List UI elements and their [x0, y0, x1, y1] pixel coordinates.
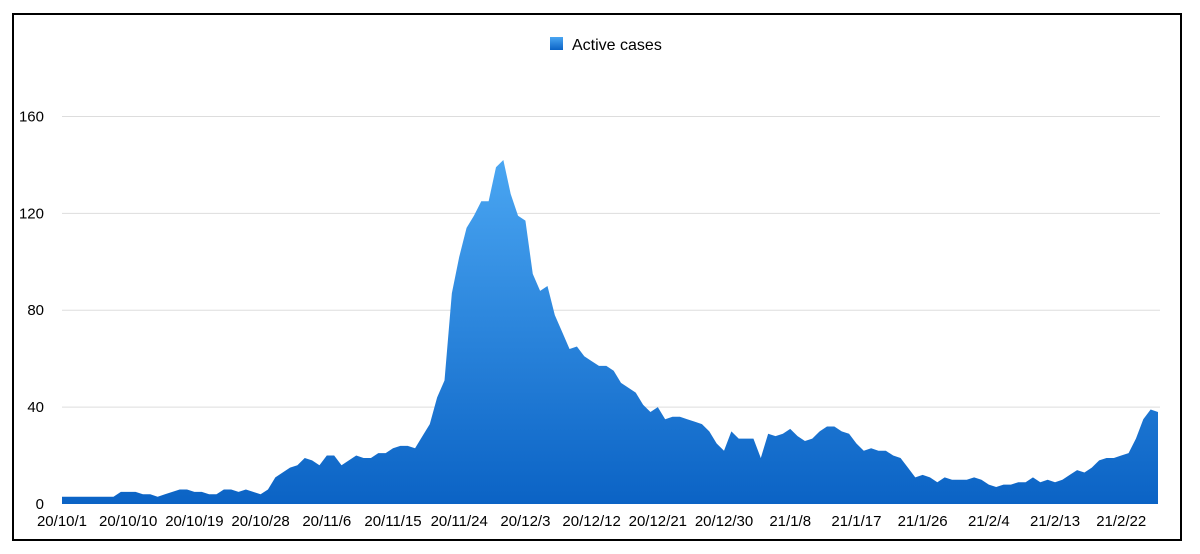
x-tick-label: 20/12/30: [695, 513, 753, 530]
y-tick-label: 80: [27, 302, 44, 319]
x-tick-label: 20/12/3: [500, 513, 550, 530]
series-area: [62, 160, 1158, 505]
x-tick-label: 20/12/12: [562, 513, 620, 530]
grid-lines: [62, 115, 1160, 408]
x-tick-label: 21/1/17: [831, 513, 881, 530]
x-tick-label: 21/2/22: [1096, 513, 1146, 530]
y-tick-label: 120: [19, 205, 44, 222]
y-tick-label: 40: [27, 399, 44, 416]
y-tick-label: 160: [19, 108, 44, 125]
legend-swatch: [550, 37, 563, 50]
legend-label-active-cases: Active cases: [572, 37, 662, 54]
series-area-active-cases: [62, 160, 1158, 505]
legend: Active cases: [550, 37, 662, 54]
x-tick-label: 20/11/6: [302, 513, 351, 530]
x-tick-label: 21/1/8: [769, 513, 811, 530]
x-tick-label: 21/2/13: [1030, 513, 1080, 530]
x-tick-label: 20/10/28: [231, 513, 289, 530]
y-axis-ticks: 0 40 80 120 160: [19, 108, 44, 513]
x-tick-label: 20/10/10: [99, 513, 157, 530]
x-tick-label: 20/11/15: [364, 513, 421, 530]
x-tick-label: 21/2/4: [968, 513, 1010, 530]
x-axis-ticks: 20/10/1 20/10/10 20/10/19 20/10/28 20/11/6 20…: [37, 513, 1146, 530]
x-tick-label: 20/10/1: [37, 513, 87, 530]
x-tick-label: 20/10/19: [165, 513, 223, 530]
x-tick-label: 20/12/21: [629, 513, 687, 530]
y-tick-label: 0: [36, 496, 44, 513]
x-tick-label: 21/1/26: [898, 513, 948, 530]
x-tick-label: 20/11/24: [431, 513, 488, 530]
